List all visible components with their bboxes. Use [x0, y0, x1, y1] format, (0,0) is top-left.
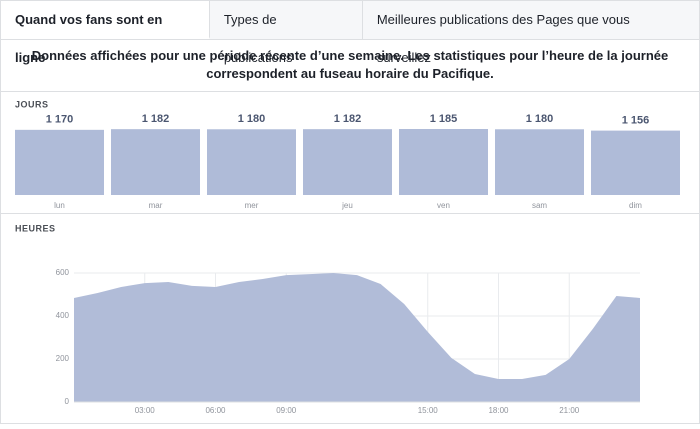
value-label: 1 182: [142, 113, 170, 125]
x-tick-label: 15:00: [418, 406, 439, 415]
x-tick-label: mar: [149, 201, 163, 210]
x-tick-label: jeu: [341, 201, 353, 210]
area: [74, 273, 640, 402]
chart-title: JOURS: [15, 99, 49, 109]
value-label: 1 156: [622, 115, 650, 127]
x-tick-label: ven: [437, 201, 450, 210]
value-label: 1 170: [46, 114, 74, 126]
hours-chart: HEURES 0 200 400 600 03:00 06:00 09:00 15:00 18:0…: [15, 223, 640, 415]
y-tick-label: 400: [56, 311, 70, 320]
value-label: 1 180: [238, 113, 266, 125]
y-tick-label: 0: [65, 397, 70, 406]
bar: [111, 129, 200, 195]
bar: [303, 129, 392, 195]
value-label: 1 182: [334, 113, 362, 125]
x-tick-label: lun: [54, 201, 65, 210]
x-tick-label: 09:00: [276, 406, 297, 415]
notice: Données affichées pour une période récen…: [31, 48, 669, 81]
x-tick-label: sam: [532, 201, 547, 210]
bar: [399, 129, 488, 195]
bar: [15, 129, 104, 195]
bar: [495, 129, 584, 195]
x-tick-label: 21:00: [559, 406, 580, 415]
tab-bar: Quand vos fans sont en ligne Types de pu…: [1, 1, 699, 65]
x-tick-label: 06:00: [205, 406, 226, 415]
days-chart: JOURS 1 170 lun 1 182 mar 1 180 mer 1 182 jeu 1 1…: [15, 99, 680, 210]
y-tick-label: 600: [56, 268, 70, 277]
tab[interactable]: Quand vos fans sont en ligne: [1, 1, 210, 65]
panel: JOURS 1 170 lun 1 182 mar 1 180 mer 1 182 jeu 1 1…: [1, 91, 699, 212]
value-label: 1 185: [430, 113, 458, 125]
x-tick-label: 18:00: [488, 406, 509, 415]
x-tick-label: dim: [629, 201, 642, 210]
x-tick-label: 03:00: [135, 406, 156, 415]
y-tick-label: 200: [56, 354, 70, 363]
bar: [591, 130, 680, 195]
chart-title: HEURES: [15, 223, 56, 233]
x-tick-label: mer: [245, 201, 259, 210]
bar: [207, 129, 296, 195]
tab[interactable]: Meilleures publications des Pages que vo…: [376, 12, 630, 65]
panel: HEURES 0 200 400 600 03:00 06:00 09:00 15:00 18:0…: [1, 213, 699, 424]
tab[interactable]: Types de publications: [210, 1, 363, 65]
value-label: 1 180: [526, 113, 554, 125]
